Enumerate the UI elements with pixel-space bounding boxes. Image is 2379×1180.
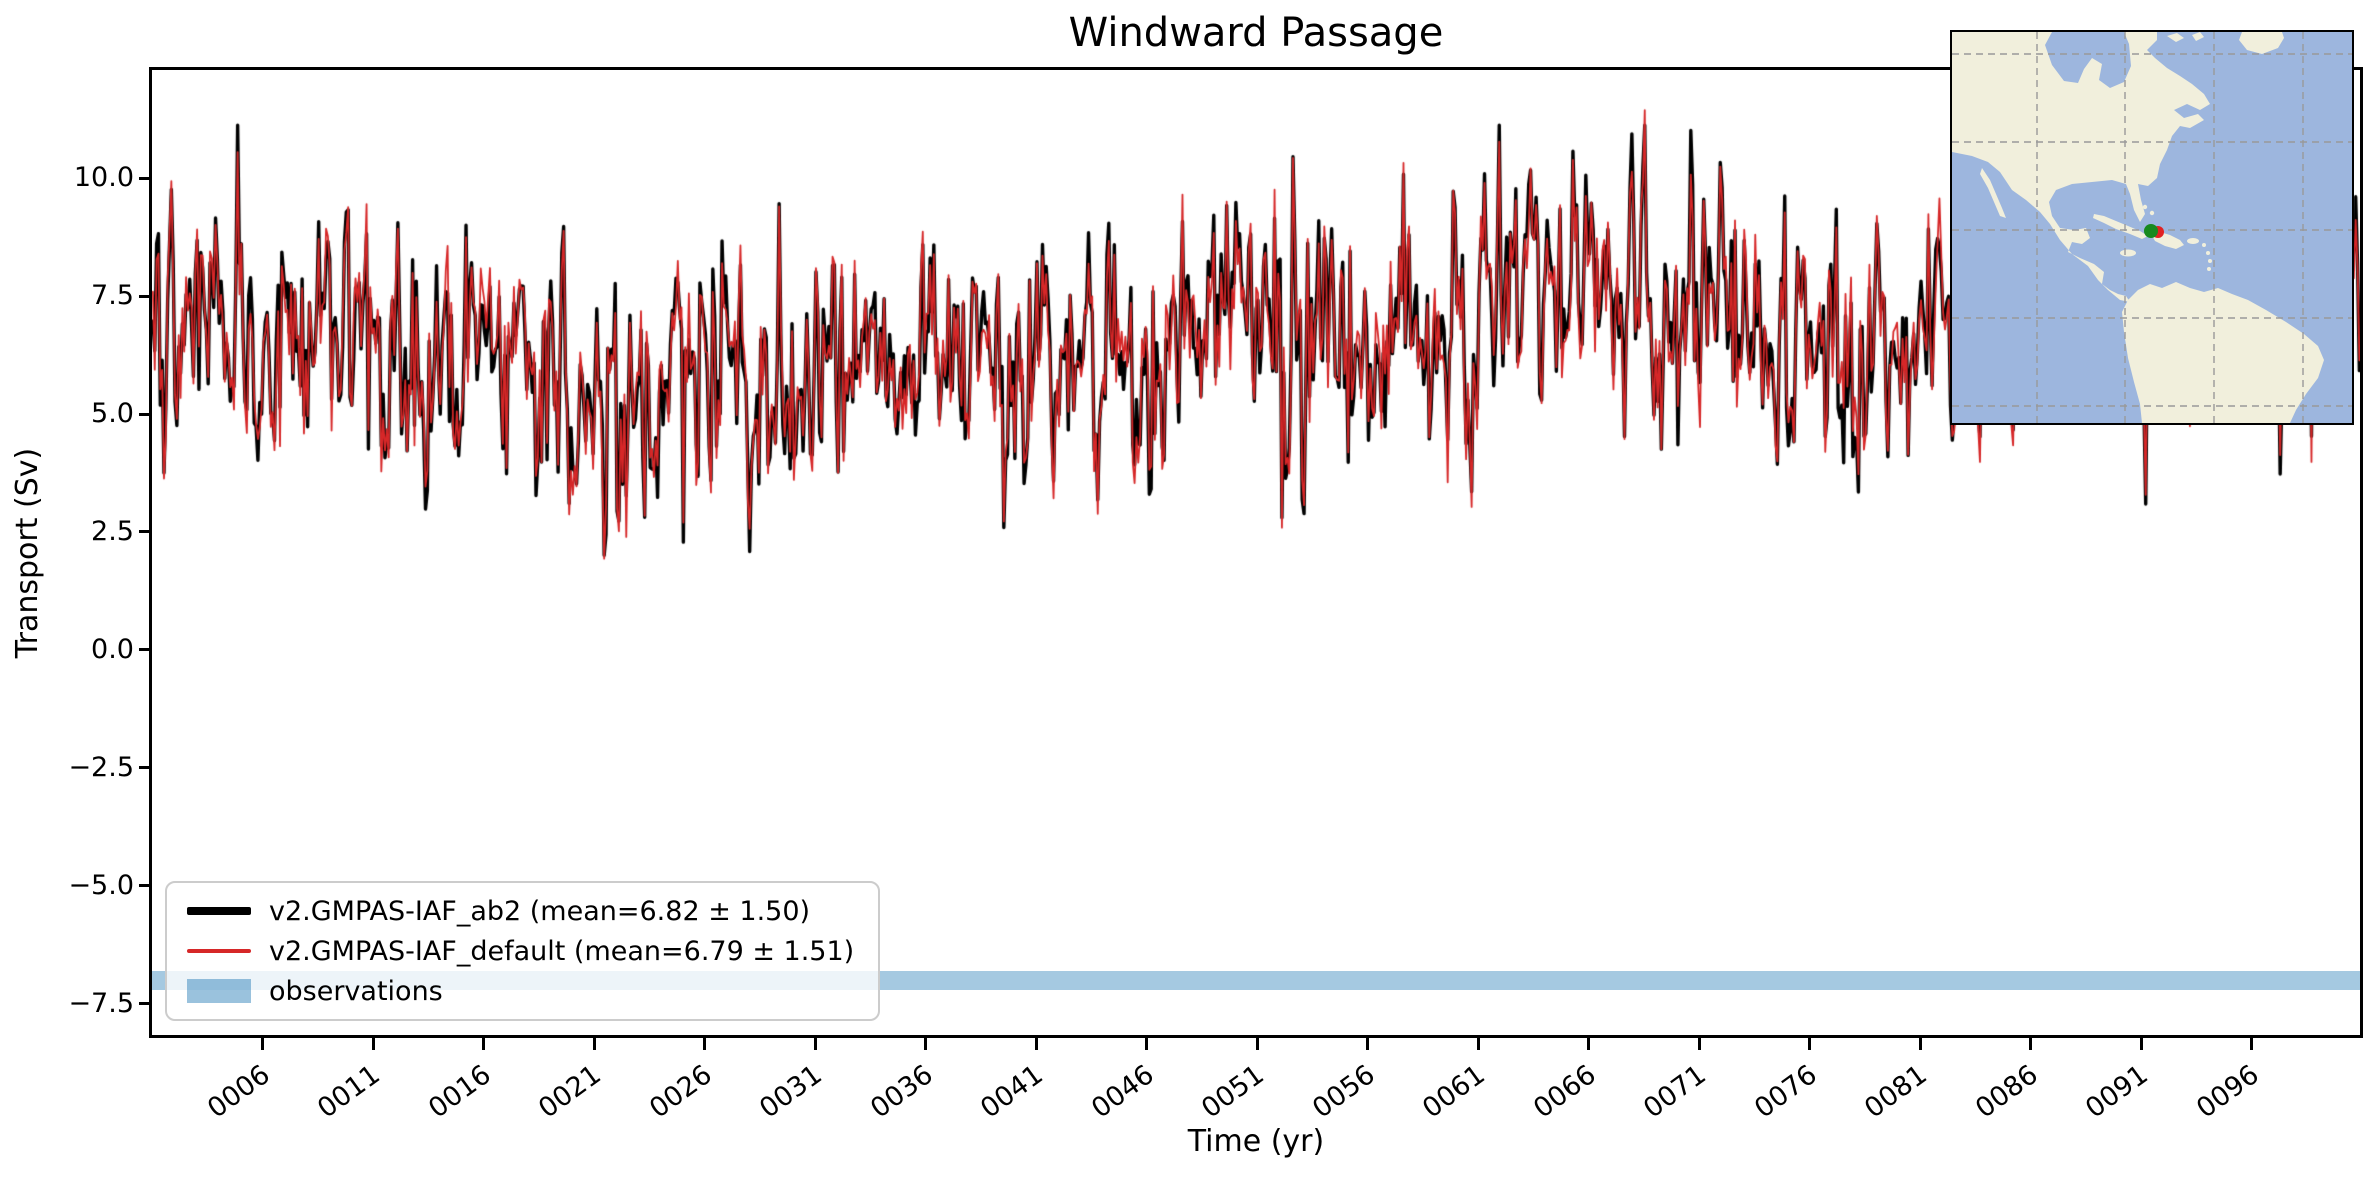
- y-tick-label: 5.0: [91, 398, 134, 429]
- x-axis-label: Time (yr): [1187, 1124, 1325, 1159]
- legend-label: v2.GMPAS-IAF_ab2 (mean=6.82 ± 1.50): [269, 895, 811, 927]
- map-antilles-island: [2206, 251, 2210, 255]
- y-tick-label: −5.0: [68, 869, 134, 901]
- locator-map-inset: [1950, 30, 2354, 425]
- observations-band-swatch: [187, 979, 251, 1003]
- y-tick-mark: [139, 766, 149, 770]
- y-tick-mark: [139, 294, 149, 298]
- y-tick-label: 10.0: [73, 162, 134, 194]
- y-tick-label: 7.5: [91, 280, 134, 312]
- map-puerto-rico: [2187, 238, 2199, 244]
- x-tick-mark: [1587, 1038, 1591, 1050]
- y-tick-label: −7.5: [68, 987, 134, 1019]
- map-antilles-island: [2208, 259, 2212, 263]
- legend-item-default: v2.GMPAS-IAF_default (mean=6.79 ± 1.51): [187, 936, 868, 967]
- y-tick-mark: [139, 648, 149, 652]
- y-tick-mark: [139, 176, 149, 180]
- x-tick-mark: [1034, 1038, 1038, 1050]
- x-tick-mark: [592, 1038, 596, 1050]
- x-tick-mark: [703, 1038, 707, 1050]
- y-tick-label: 0.0: [91, 633, 134, 665]
- map-greenland: [2239, 32, 2284, 54]
- x-tick-mark: [1476, 1038, 1480, 1050]
- x-tick-mark: [1918, 1038, 1922, 1050]
- y-tick-mark: [139, 412, 149, 416]
- map-arctic-island: [2192, 32, 2204, 41]
- x-tick-mark: [1145, 1038, 1149, 1050]
- map-north-america: [1952, 32, 2210, 302]
- map-bahamas-island: [2149, 210, 2155, 216]
- legend-item-observations: observations: [187, 976, 868, 1007]
- x-tick-mark: [1808, 1038, 1812, 1050]
- x-tick-mark: [2250, 1038, 2254, 1050]
- legend-label: v2.GMPAS-IAF_default (mean=6.79 ± 1.51): [269, 935, 855, 967]
- legend: v2.GMPAS-IAF_ab2 (mean=6.82 ± 1.50) v2.G…: [165, 881, 880, 1021]
- x-tick-mark: [2139, 1038, 2143, 1050]
- x-tick-mark: [371, 1038, 375, 1050]
- map-bahamas-island: [2142, 204, 2148, 210]
- plot-frame: [149, 67, 2363, 1038]
- legend-label: observations: [269, 975, 443, 1007]
- y-tick-label: −2.5: [68, 751, 134, 783]
- x-tick-mark: [924, 1038, 928, 1050]
- y-tick-mark: [139, 884, 149, 888]
- x-tick-mark: [813, 1038, 817, 1050]
- y-axis-label: Transport (Sv): [10, 447, 45, 659]
- x-tick-mark: [1366, 1038, 1370, 1050]
- map-gridlines: [1952, 32, 2352, 423]
- map-cuba: [2093, 214, 2148, 239]
- x-tick-mark: [1255, 1038, 1259, 1050]
- x-tick-mark: [2029, 1038, 2033, 1050]
- page-title: Windward Passage: [1068, 10, 1444, 56]
- map-baja-california: [1980, 168, 2006, 218]
- y-tick-mark: [139, 1002, 149, 1006]
- x-tick-mark: [261, 1038, 264, 1050]
- x-tick-mark: [1697, 1038, 1701, 1050]
- windward-passage-marker-green: [2144, 224, 2158, 238]
- map-arctic-island: [2167, 33, 2184, 42]
- map-antilles-island: [2207, 267, 2211, 271]
- y-tick-label: 2.5: [91, 515, 134, 547]
- map-jamaica: [2120, 249, 2136, 257]
- black-line-swatch: [187, 907, 251, 915]
- map-bahamas-island: [2135, 199, 2141, 205]
- y-tick-mark: [139, 530, 149, 534]
- red-line-swatch: [187, 949, 251, 953]
- x-tick-mark: [482, 1038, 486, 1050]
- map-hudson-bay: [2045, 32, 2131, 88]
- map-land-shapes: [1952, 32, 2324, 423]
- legend-item-ab2: v2.GMPAS-IAF_ab2 (mean=6.82 ± 1.50): [187, 896, 868, 927]
- map-south-america: [2122, 282, 2324, 423]
- map-antilles-island: [2202, 243, 2206, 247]
